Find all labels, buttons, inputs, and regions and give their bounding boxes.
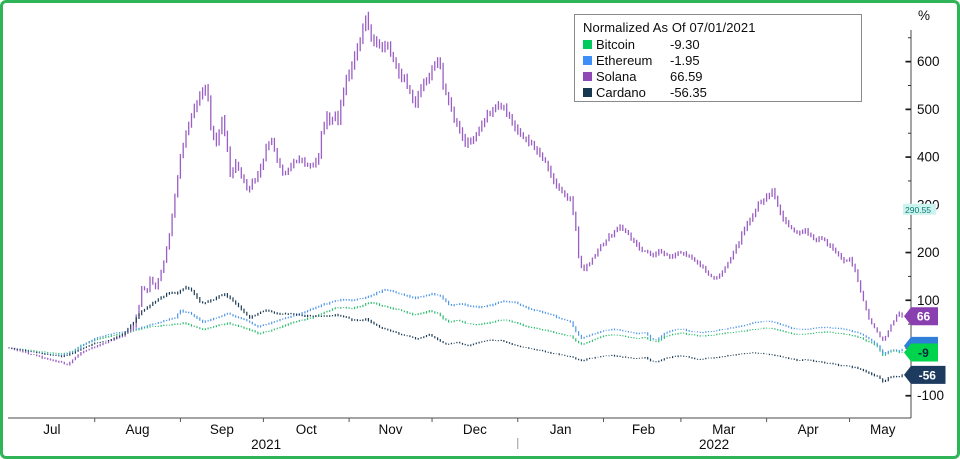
legend-series-value: 66.59 [670,68,703,84]
svg-text:500: 500 [917,102,940,117]
cardano-swatch-icon [583,87,592,97]
legend-series-value: -9.30 [670,36,700,52]
legend-series-value: -56.35 [670,84,707,100]
svg-text:Feb: Feb [632,422,655,437]
legend-row-bitcoin[interactable]: Bitcoin -9.30 [583,36,853,52]
svg-text:-9: -9 [918,346,929,360]
level-label [903,203,936,215]
svg-text:-100: -100 [917,388,944,403]
svg-text:Aug: Aug [126,422,150,437]
ethereum-swatch-icon [583,55,592,65]
price-tag [904,307,938,326]
svg-text:Oct: Oct [296,422,317,437]
svg-text:Sep: Sep [210,422,234,437]
series-bitcoin [8,301,903,356]
svg-text:-56: -56 [919,368,937,382]
legend-series-value: -1.95 [670,52,700,68]
price-tag [904,343,938,362]
svg-text:2021: 2021 [251,437,281,452]
svg-text:May: May [870,422,896,437]
svg-text:600: 600 [917,54,940,69]
svg-text:100: 100 [917,293,940,308]
svg-text:Jan: Jan [550,422,572,437]
svg-text:%: % [918,8,930,23]
svg-text:Dec: Dec [463,422,487,437]
legend-box: Normalized As Of 07/01/2021 Bitcoin -9.3… [574,14,862,102]
legend-row-solana[interactable]: Solana 66.59 [583,68,853,84]
legend-series-name: Ethereum [596,52,653,68]
price-tag [904,365,946,384]
price-chart-canvas[interactable]: 600500400300200100-100%JulAugSepOctNovDe… [3,3,957,456]
series-cardano [8,285,903,383]
svg-text:2022: 2022 [699,437,729,452]
svg-text:Jul: Jul [43,422,60,437]
svg-text:290.55: 290.55 [905,205,931,215]
svg-text:200: 200 [917,245,940,260]
legend-title: Normalized As Of 07/01/2021 [583,20,756,35]
svg-text:400: 400 [917,150,940,165]
legend-row-ethereum[interactable]: Ethereum -1.95 [583,52,853,68]
svg-text:Apr: Apr [798,422,820,437]
legend-series-name: Solana [596,68,637,84]
svg-text:Mar: Mar [712,422,736,437]
svg-text:66: 66 [917,310,931,324]
legend-row-cardano[interactable]: Cardano -56.35 [583,84,853,100]
legend-series-name: Bitcoin [596,36,636,52]
legend-series-name: Cardano [596,84,646,100]
svg-text:Nov: Nov [379,422,403,437]
bitcoin-swatch-icon [583,39,592,49]
solana-swatch-icon [583,71,592,81]
series-ethereum [8,288,903,356]
